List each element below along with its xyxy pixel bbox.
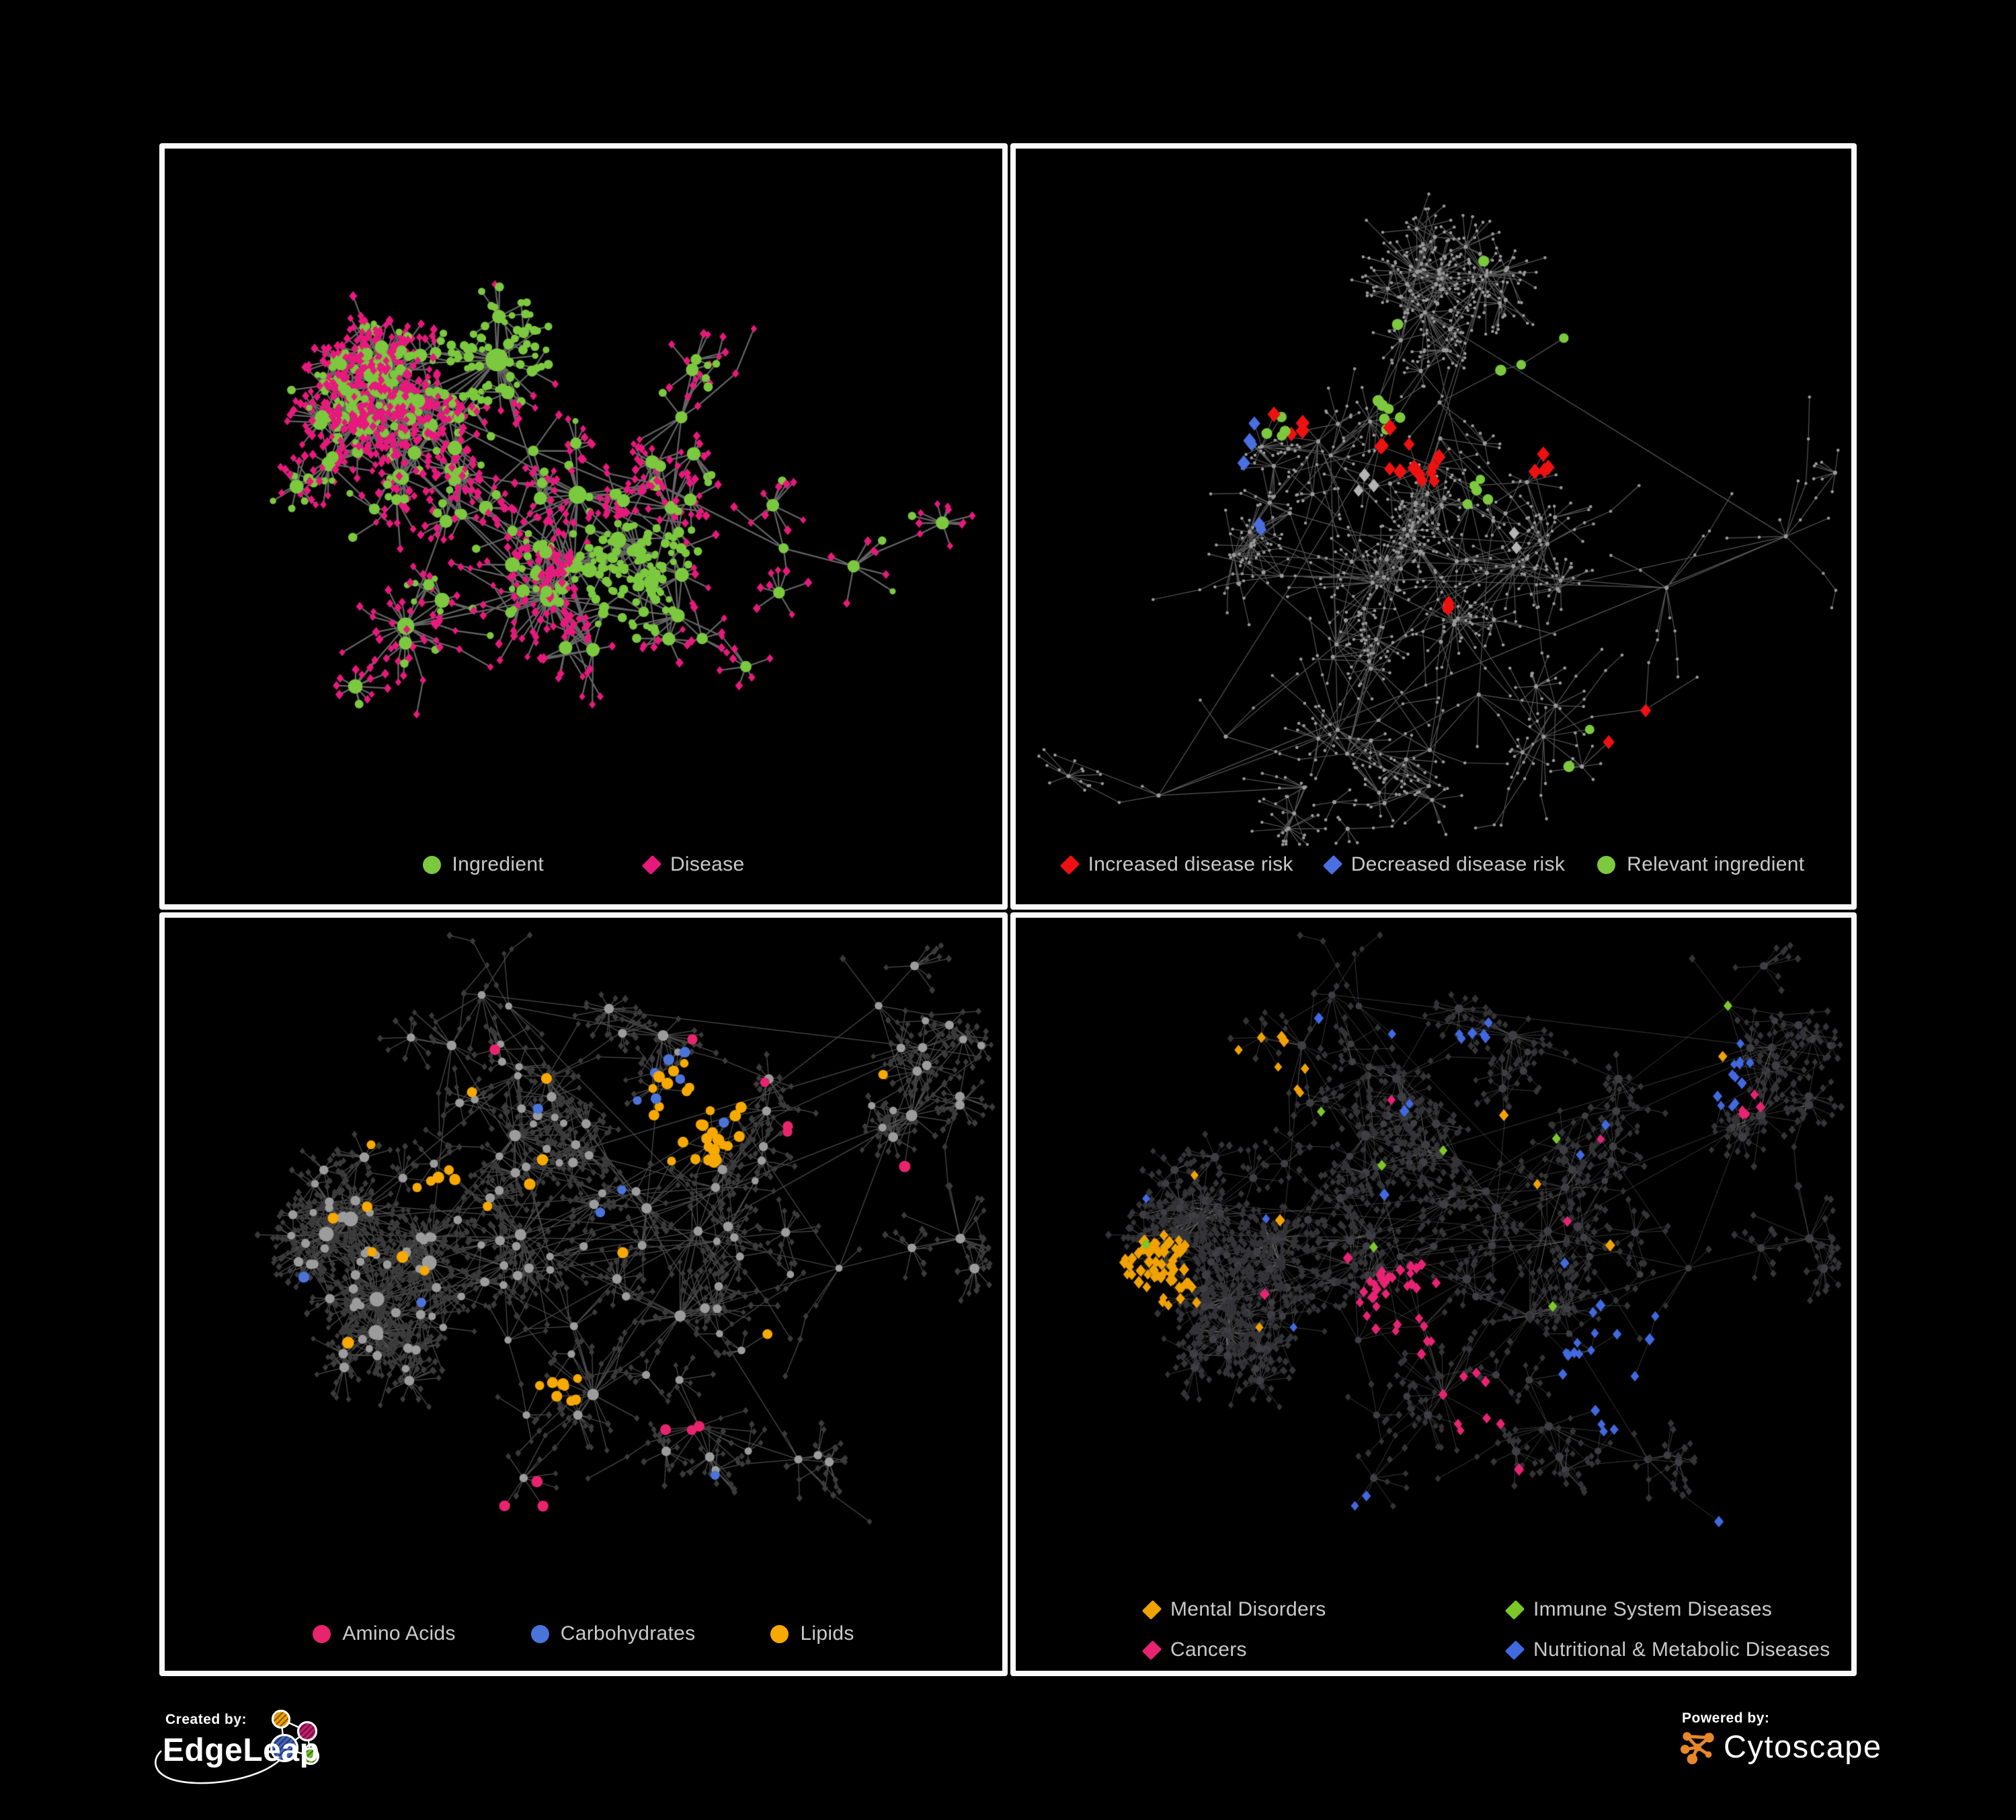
- legend-disease-risk: Increased disease risk Decreased disease …: [1016, 853, 1851, 876]
- legend-label: Lipids: [800, 1622, 854, 1645]
- legend-item: Lipids: [770, 1622, 854, 1645]
- legend-item: Disease: [641, 853, 745, 876]
- legend-label: Ingredient: [452, 853, 544, 875]
- legend-label: Decreased disease risk: [1350, 853, 1566, 875]
- legend-label: Nutritional & Metabolic Diseases: [1533, 1638, 1830, 1661]
- legend-item: Decreased disease risk: [1322, 853, 1566, 876]
- legend-item: Ingredient: [422, 853, 544, 876]
- legend-item: Increased disease risk: [1059, 853, 1293, 876]
- legend-item: Immune System Diseases: [1504, 1598, 1830, 1621]
- legend-label: Relevant ingredient: [1627, 853, 1805, 875]
- legend-label: Immune System Diseases: [1533, 1598, 1773, 1620]
- cytoscape-logo-icon: [1680, 1732, 1714, 1765]
- legend-nutrient-classes: Amino Acids Carbohydrates Lipids: [165, 1622, 1002, 1645]
- legend-diamond-icon: [1059, 855, 1080, 875]
- legend-label: Increased disease risk: [1088, 853, 1293, 875]
- ingredient-disease-network-canvas: [165, 149, 1002, 904]
- edgeleap-brand-text: EdgeLeap: [163, 1733, 320, 1768]
- legend-diamond-icon: [641, 855, 662, 875]
- cytoscape-brand-text: Cytoscape: [1724, 1729, 1882, 1764]
- legend-label: Amino Acids: [342, 1622, 456, 1645]
- panel-disease-classes: Mental Disorders Immune System Diseases Ca…: [1010, 912, 1857, 1676]
- legend-item: Nutritional & Metabolic Diseases: [1504, 1638, 1830, 1661]
- legend-label: Mental Disorders: [1170, 1598, 1326, 1620]
- legend-circle-icon: [770, 1624, 789, 1643]
- legend-circle-icon: [422, 855, 441, 874]
- created-by-label: Created by:: [165, 1712, 247, 1727]
- legend-circle-icon: [530, 1624, 549, 1643]
- disease-class-network-canvas: [1016, 918, 1851, 1671]
- panel-disease-risk: Increased disease risk Decreased disease …: [1010, 143, 1857, 910]
- legend-diamond-icon: [1141, 1640, 1162, 1660]
- legend-diamond-icon: [1504, 1640, 1525, 1660]
- legend-diamond-icon: [1141, 1599, 1162, 1620]
- panel-ingredient-disease: Ingredient Disease: [159, 143, 1008, 910]
- legend-ingredient-disease: Ingredient Disease: [165, 853, 1002, 876]
- legend-label: Cancers: [1170, 1638, 1247, 1661]
- nutrient-class-network-canvas: [165, 918, 1002, 1671]
- cytoscape-credit: Powered by: Cytoscape: [1672, 1708, 1914, 1792]
- legend-label: Disease: [670, 853, 745, 875]
- disease-risk-network-canvas: [1016, 149, 1851, 904]
- legend-diamond-icon: [1322, 855, 1342, 875]
- legend-item: Cancers: [1141, 1638, 1508, 1661]
- legend-label: Carbohydrates: [560, 1622, 696, 1645]
- legend-disease-classes: Mental Disorders Immune System Diseases Ca…: [1141, 1598, 1830, 1661]
- legend-item: Relevant ingredient: [1597, 853, 1804, 876]
- panel-nutrient-classes: Amino Acids Carbohydrates Lipids: [159, 912, 1008, 1676]
- legend-diamond-icon: [1504, 1599, 1525, 1620]
- legend-circle-icon: [313, 1624, 331, 1643]
- legend-item: Amino Acids: [313, 1622, 455, 1645]
- legend-circle-icon: [1597, 855, 1616, 874]
- legend-item: Mental Disorders: [1141, 1598, 1508, 1621]
- powered-by-label: Powered by:: [1682, 1710, 1770, 1726]
- edgeleap-credit: Created by: EdgeLeap: [149, 1702, 385, 1820]
- legend-item: Carbohydrates: [530, 1622, 696, 1645]
